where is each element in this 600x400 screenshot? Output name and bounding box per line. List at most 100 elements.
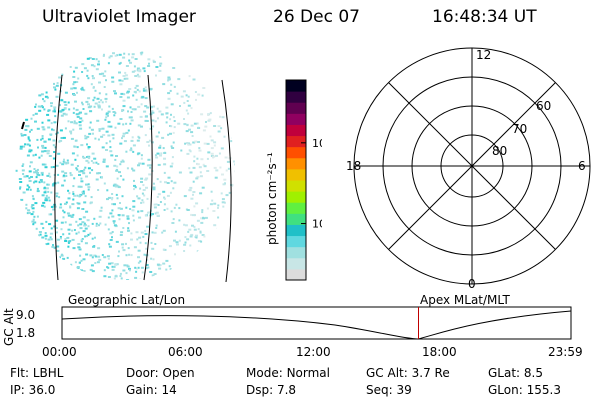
uv-pixel — [47, 138, 51, 141]
uv-pixel — [136, 69, 139, 72]
uv-pixel — [67, 241, 70, 244]
uv-pixel — [163, 196, 166, 199]
uv-pixel — [97, 189, 100, 191]
uv-pixel — [32, 223, 35, 226]
uv-pixel — [53, 121, 57, 124]
uv-pixel — [48, 172, 51, 175]
uv-pixel — [128, 253, 131, 256]
uv-pixel — [116, 165, 119, 168]
colorbar-segment — [286, 224, 306, 237]
uv-pixel — [173, 206, 176, 209]
x-tick-0000: 00:00 — [42, 345, 77, 359]
uv-pixel — [25, 125, 28, 128]
uv-pixel — [87, 77, 90, 80]
uv-pixel — [183, 223, 186, 226]
uv-pixel — [140, 177, 144, 180]
uv-pixel — [46, 149, 50, 152]
uv-pixel — [103, 160, 106, 163]
uv-pixel — [76, 91, 78, 94]
uv-pixel — [90, 128, 94, 131]
uv-pixel — [94, 89, 97, 92]
uv-pixel — [138, 90, 141, 93]
colorbar-segment — [286, 213, 306, 225]
uv-pixel — [198, 166, 202, 169]
uv-pixel — [132, 200, 136, 203]
uv-pixel — [85, 175, 88, 178]
uv-pixel — [34, 202, 38, 205]
uv-pixel — [114, 92, 117, 95]
uv-pixel — [47, 242, 50, 245]
uv-pixel — [213, 166, 217, 169]
uv-pixel — [117, 122, 121, 125]
uv-pixel — [98, 224, 100, 227]
uv-pixel — [121, 214, 125, 217]
uv-pixel — [204, 125, 208, 128]
uv-pixel — [115, 193, 118, 196]
uv-pixel — [200, 217, 203, 220]
uv-pixel — [27, 136, 30, 139]
uv-pixel — [192, 78, 196, 81]
uv-pixel — [130, 139, 134, 142]
uv-pixel — [77, 224, 80, 227]
uv-pixel — [86, 69, 89, 72]
uv-pixel — [144, 229, 147, 232]
uv-pixel — [36, 190, 40, 193]
uv-pixel — [85, 210, 89, 213]
uv-pixel — [111, 133, 115, 136]
uv-pixel — [58, 196, 61, 199]
uv-pixel — [158, 131, 160, 134]
uv-pixel — [157, 214, 160, 217]
uv-pixel — [119, 275, 122, 277]
uv-pixel — [199, 175, 203, 178]
uv-pixel — [169, 132, 172, 135]
uv-pixel — [97, 106, 101, 109]
uv-pixel — [142, 189, 146, 191]
uv-pixel — [113, 183, 117, 186]
uv-pixel — [81, 103, 84, 106]
uv-pixel — [140, 157, 143, 160]
uv-pixel — [26, 125, 30, 128]
uv-pixel — [141, 271, 144, 274]
uv-pixel — [38, 156, 41, 159]
uv-pixel — [61, 108, 65, 111]
uv-pixel — [56, 245, 60, 248]
uv-pixel — [93, 254, 97, 257]
uv-pixel — [21, 169, 25, 172]
uv-pixel — [107, 216, 110, 219]
uv-pixel — [45, 91, 48, 94]
uv-pixel — [119, 142, 123, 145]
uv-pixel — [76, 194, 79, 197]
uv-pixel — [130, 119, 134, 122]
uv-pixel — [197, 126, 200, 129]
uv-pixel — [31, 220, 35, 223]
glon-value: 155.3 — [526, 383, 561, 397]
uv-pixel — [81, 238, 84, 240]
coastline-mark — [21, 121, 25, 130]
mode-info: Mode: Normal — [246, 366, 330, 380]
uv-pixel — [152, 258, 155, 261]
uv-pixel — [82, 156, 86, 159]
uv-pixel — [78, 124, 82, 127]
uv-pixel — [212, 210, 216, 212]
uv-pixel — [93, 96, 96, 99]
geographic-caption: Geographic Lat/Lon — [68, 293, 186, 307]
uv-pixel — [71, 229, 74, 232]
uv-pixel — [53, 246, 56, 249]
uv-pixel — [90, 196, 93, 199]
uv-pixel — [50, 206, 53, 208]
x-tick-1200: 12:00 — [296, 345, 331, 359]
uv-pixel — [67, 245, 70, 248]
uv-pixel — [157, 163, 161, 166]
uv-pixel — [33, 221, 37, 224]
uv-pixel — [100, 206, 103, 209]
uv-pixel — [41, 173, 44, 176]
uv-pixel — [104, 70, 107, 73]
uv-pixel — [202, 163, 205, 166]
uv-pixel — [94, 102, 98, 105]
uv-pixel — [94, 137, 97, 140]
uv-pixel — [79, 127, 83, 130]
uv-pixel — [87, 103, 90, 106]
uv-pixel — [128, 88, 132, 90]
uv-pixel — [222, 183, 226, 186]
uv-pixel — [84, 112, 88, 115]
